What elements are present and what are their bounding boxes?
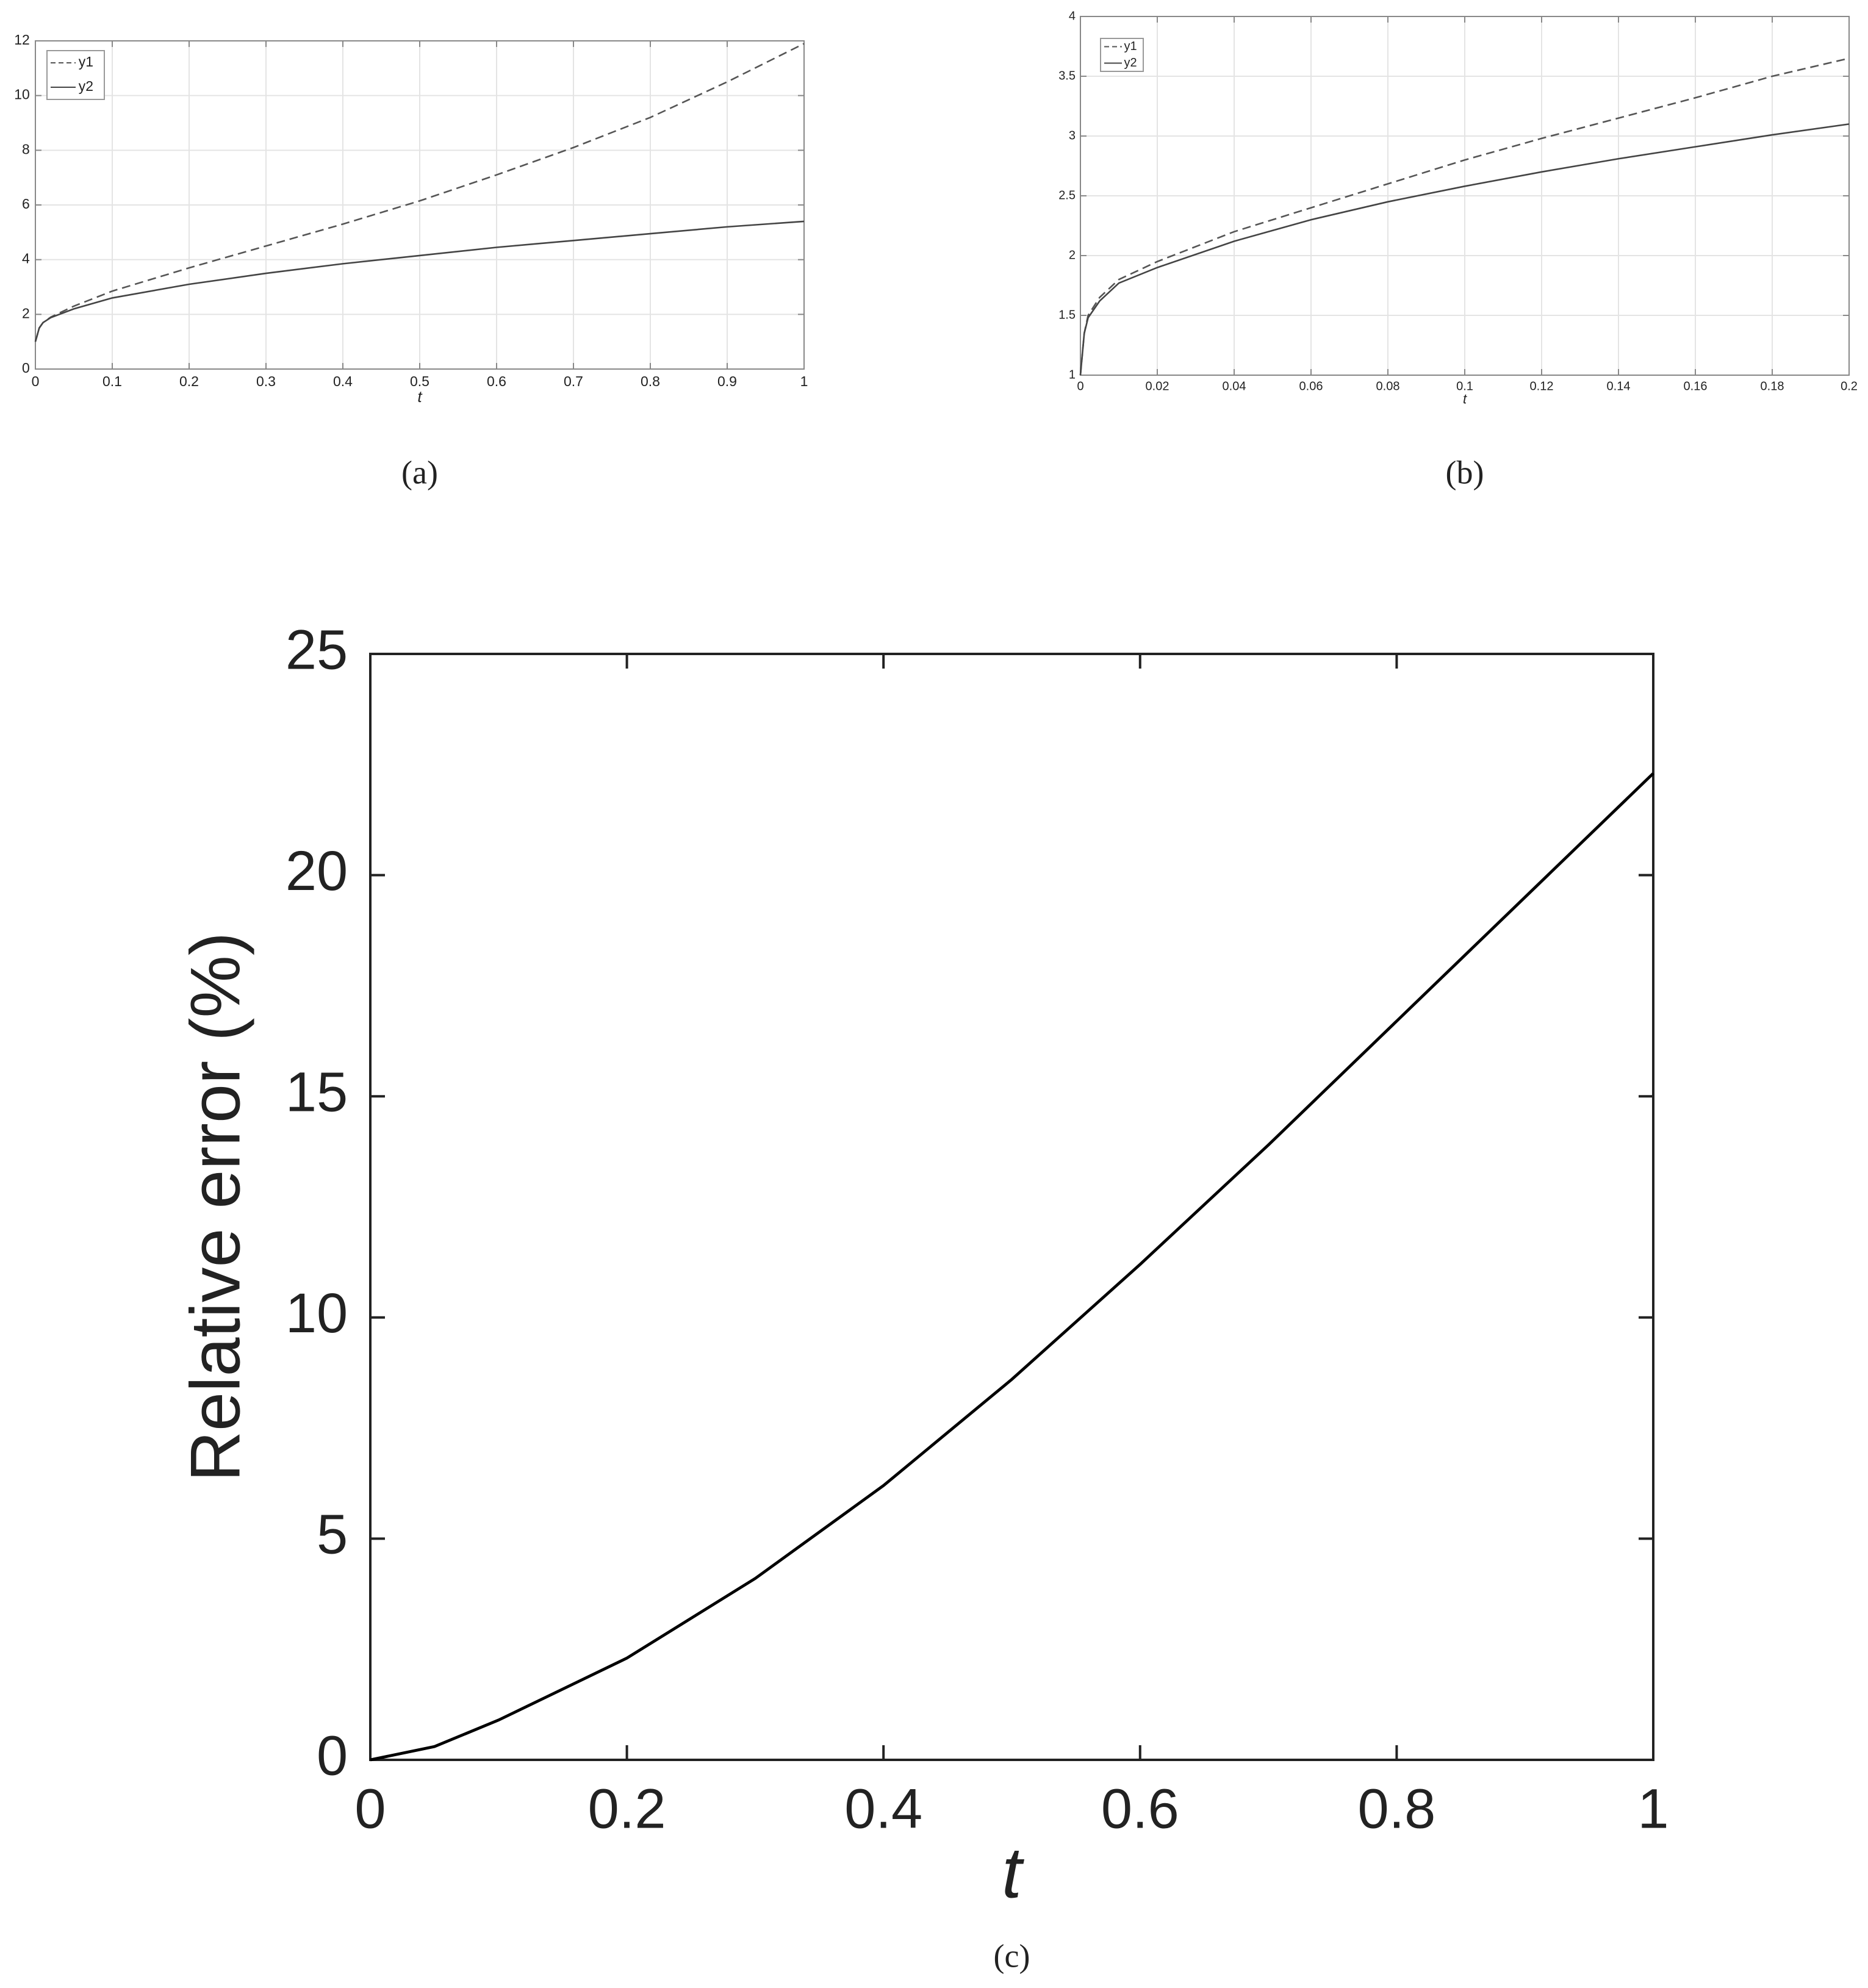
y-tick-label: 20 bbox=[286, 840, 348, 902]
x-axis-label: t bbox=[417, 387, 423, 406]
x-axis-label: t bbox=[1002, 1833, 1024, 1914]
x-axis-label: t bbox=[1463, 392, 1467, 407]
y-tick-label: 3 bbox=[1069, 129, 1076, 142]
x-tick-label: 0.8 bbox=[641, 373, 660, 389]
y-tick-label: 15 bbox=[286, 1061, 348, 1123]
legend-box bbox=[46, 50, 105, 100]
y-tick-label: 4 bbox=[1069, 9, 1076, 23]
caption: (b) bbox=[1446, 454, 1484, 490]
series-line bbox=[370, 772, 1654, 1762]
x-tick-label: 0.06 bbox=[1299, 379, 1323, 393]
y-axis-label: Relative error (%) bbox=[176, 932, 254, 1482]
x-tick-label: 0.2 bbox=[1841, 379, 1858, 393]
x-tick-label: 0.2 bbox=[588, 1778, 666, 1840]
y-tick-label: 10 bbox=[286, 1282, 348, 1344]
x-tick-label: 0.4 bbox=[844, 1778, 922, 1840]
plot-frame bbox=[369, 653, 1654, 1761]
y-tick-label: 0 bbox=[22, 360, 30, 376]
y-tick-label: 6 bbox=[22, 196, 30, 212]
plot-frame bbox=[35, 40, 805, 370]
y-tick-label: 1 bbox=[1069, 368, 1076, 381]
x-tick-label: 0 bbox=[354, 1778, 386, 1840]
series-line bbox=[1079, 123, 1850, 376]
y-tick-label: 4 bbox=[22, 251, 30, 267]
series-line bbox=[1079, 57, 1850, 376]
y-tick-label: 10 bbox=[14, 87, 30, 102]
x-tick-label: 0.6 bbox=[487, 373, 506, 389]
caption: (a) bbox=[401, 454, 438, 490]
y-tick-label: 2.5 bbox=[1058, 188, 1076, 202]
x-tick-label: 0.7 bbox=[564, 373, 583, 389]
x-tick-label: 0.08 bbox=[1376, 379, 1400, 393]
x-tick-label: 0.18 bbox=[1761, 379, 1784, 393]
y-tick-label: 2 bbox=[22, 305, 30, 321]
x-tick-label: 0.1 bbox=[102, 373, 122, 389]
y-tick-label: 5 bbox=[317, 1504, 348, 1566]
y-tick-label: 12 bbox=[14, 32, 30, 48]
x-tick-label: 0.2 bbox=[179, 373, 199, 389]
x-tick-label: 0 bbox=[32, 373, 40, 389]
x-tick-label: 0.14 bbox=[1607, 379, 1631, 393]
x-tick-label: 1 bbox=[800, 373, 808, 389]
legend-box bbox=[1100, 38, 1144, 72]
y-tick-label: 25 bbox=[286, 619, 348, 681]
y-tick-label: 0 bbox=[317, 1724, 348, 1787]
x-tick-label: 0.3 bbox=[256, 373, 276, 389]
x-tick-label: 0.02 bbox=[1146, 379, 1169, 393]
legend-label: y2 bbox=[1124, 56, 1137, 70]
x-tick-label: 0.8 bbox=[1357, 1778, 1435, 1840]
x-tick-label: 0.1 bbox=[1456, 379, 1473, 393]
legend-label: y2 bbox=[79, 78, 93, 94]
x-tick-label: 0.6 bbox=[1101, 1778, 1179, 1840]
legend-label: y1 bbox=[1124, 40, 1137, 53]
caption: (c) bbox=[994, 1937, 1030, 1974]
x-tick-label: 0 bbox=[1077, 379, 1083, 393]
x-tick-label: 0.5 bbox=[410, 373, 429, 389]
y-tick-label: 3.5 bbox=[1058, 69, 1076, 82]
x-tick-label: 0.04 bbox=[1223, 379, 1246, 393]
y-tick-label: 2 bbox=[1069, 248, 1076, 262]
y-tick-label: 1.5 bbox=[1058, 308, 1076, 321]
legend-label: y1 bbox=[79, 54, 93, 70]
x-tick-label: 0.12 bbox=[1530, 379, 1554, 393]
x-tick-label: 1 bbox=[1637, 1778, 1669, 1840]
x-tick-label: 0.16 bbox=[1684, 379, 1708, 393]
plot-frame bbox=[1080, 16, 1850, 376]
series-line bbox=[34, 43, 805, 342]
series-line bbox=[34, 220, 805, 342]
x-tick-label: 0.4 bbox=[333, 373, 353, 389]
x-tick-label: 0.9 bbox=[717, 373, 737, 389]
y-tick-label: 8 bbox=[22, 141, 30, 157]
